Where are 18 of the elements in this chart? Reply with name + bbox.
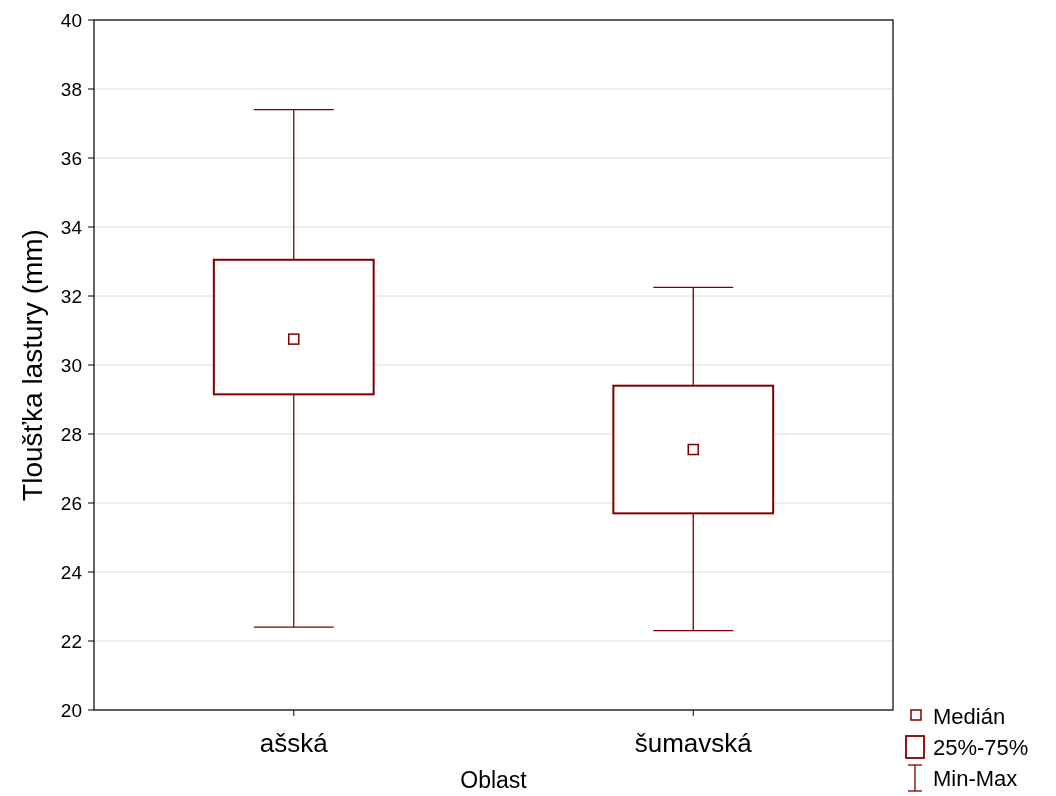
y-tick-label: 20: [60, 699, 82, 721]
y-tick-label: 36: [60, 147, 82, 169]
y-tick-label: 22: [60, 630, 82, 652]
y-tick-label: 24: [60, 561, 83, 583]
y-tick-label: 28: [60, 423, 82, 445]
text: 25%-75%: [933, 734, 1029, 760]
text: Medián: [933, 703, 1006, 729]
y-tick-label: 26: [60, 492, 82, 514]
y-tick-label: 40: [60, 9, 82, 31]
y-axis-title: Tloušťka lastury (mm): [17, 229, 48, 501]
x-axis-title: Oblast: [460, 767, 528, 793]
y-tick-label: 32: [60, 285, 82, 307]
x-tick-label: ašská: [259, 728, 329, 758]
text: Min-Max: [933, 765, 1018, 791]
y-tick-label: 34: [60, 216, 83, 238]
x-tick-label: šumavská: [634, 728, 753, 758]
y-tick-label: 38: [60, 78, 82, 100]
y-tick-label: 30: [60, 354, 82, 376]
